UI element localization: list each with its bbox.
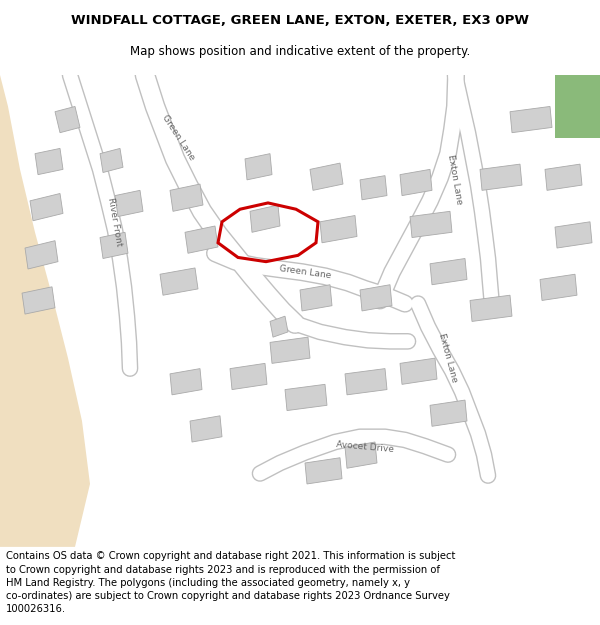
Polygon shape bbox=[345, 442, 377, 468]
Polygon shape bbox=[545, 164, 582, 191]
Polygon shape bbox=[430, 400, 467, 426]
Polygon shape bbox=[555, 222, 592, 248]
Polygon shape bbox=[25, 241, 58, 269]
Polygon shape bbox=[305, 458, 342, 484]
Polygon shape bbox=[345, 369, 387, 395]
Polygon shape bbox=[35, 148, 63, 174]
Text: Green Lane: Green Lane bbox=[160, 114, 196, 162]
Polygon shape bbox=[300, 285, 332, 311]
Polygon shape bbox=[55, 106, 80, 132]
Polygon shape bbox=[100, 232, 128, 259]
Polygon shape bbox=[400, 169, 432, 196]
Text: WINDFALL COTTAGE, GREEN LANE, EXTON, EXETER, EX3 0PW: WINDFALL COTTAGE, GREEN LANE, EXTON, EXE… bbox=[71, 14, 529, 27]
Polygon shape bbox=[470, 295, 512, 321]
Polygon shape bbox=[285, 384, 327, 411]
Polygon shape bbox=[510, 106, 552, 132]
Polygon shape bbox=[310, 163, 343, 191]
Polygon shape bbox=[320, 216, 357, 242]
Polygon shape bbox=[555, 75, 600, 138]
Polygon shape bbox=[190, 416, 222, 442]
Text: Exton Lane: Exton Lane bbox=[446, 154, 464, 206]
Polygon shape bbox=[160, 268, 198, 295]
Text: Exton Lane: Exton Lane bbox=[437, 332, 459, 384]
Polygon shape bbox=[410, 211, 452, 238]
Polygon shape bbox=[170, 184, 203, 211]
Polygon shape bbox=[30, 194, 63, 221]
Polygon shape bbox=[0, 75, 90, 547]
Polygon shape bbox=[250, 205, 280, 232]
Polygon shape bbox=[540, 274, 577, 301]
Text: Avocet Drive: Avocet Drive bbox=[336, 440, 394, 454]
Polygon shape bbox=[115, 191, 143, 216]
Polygon shape bbox=[360, 176, 387, 200]
Polygon shape bbox=[270, 316, 288, 337]
Polygon shape bbox=[430, 259, 467, 285]
Polygon shape bbox=[22, 287, 55, 314]
Polygon shape bbox=[245, 154, 272, 180]
Text: Map shows position and indicative extent of the property.: Map shows position and indicative extent… bbox=[130, 45, 470, 58]
Text: Contains OS data © Crown copyright and database right 2021. This information is : Contains OS data © Crown copyright and d… bbox=[6, 551, 455, 614]
Polygon shape bbox=[400, 358, 437, 384]
Text: Green Lane: Green Lane bbox=[278, 264, 331, 280]
Polygon shape bbox=[480, 164, 522, 191]
Polygon shape bbox=[360, 285, 392, 311]
Polygon shape bbox=[185, 226, 218, 253]
Polygon shape bbox=[170, 369, 202, 395]
Polygon shape bbox=[100, 148, 123, 173]
Text: River Front: River Front bbox=[106, 197, 124, 247]
Polygon shape bbox=[270, 337, 310, 363]
Polygon shape bbox=[230, 363, 267, 389]
